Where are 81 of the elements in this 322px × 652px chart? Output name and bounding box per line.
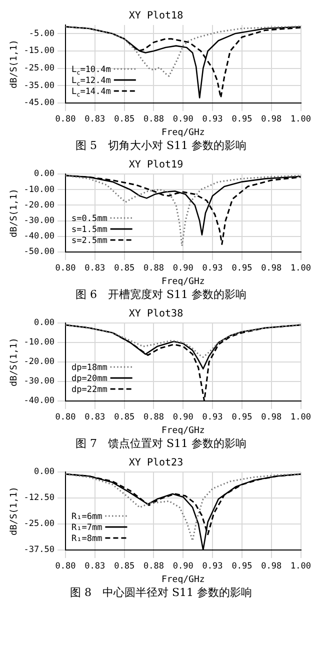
y-tick-label: -45.00 xyxy=(24,98,55,108)
x-tick-label: 0.98 xyxy=(261,412,282,422)
x-tick-label: 0.98 xyxy=(261,561,282,572)
x-tick-label: 0.90 xyxy=(172,263,194,274)
x-tick-label: 0.80 xyxy=(55,114,76,124)
chart-title: XY Plot19 xyxy=(128,160,184,171)
chart-title: XY Plot23 xyxy=(128,458,184,469)
x-tick-label: 0.93 xyxy=(202,412,223,422)
legend-label: dp=20mm xyxy=(72,374,108,384)
x-tick-label: 0.95 xyxy=(232,412,252,422)
x-tick-label: 0.83 xyxy=(84,561,106,572)
y-axis-title: dB/S(1,1) xyxy=(10,40,20,88)
y-tick-label: -10.00 xyxy=(24,184,55,195)
x-tick-label: 0.85 xyxy=(114,263,135,274)
legend-label: R₁=6mm xyxy=(72,512,102,522)
legend-label: dp=18mm xyxy=(72,363,108,373)
legend-label: s=1.5mm xyxy=(72,225,108,235)
y-tick-label: -35.00 xyxy=(24,80,55,91)
y-tick-label: 0.00 xyxy=(34,318,55,328)
x-tick-label: 0.95 xyxy=(232,114,252,124)
y-axis-title: dB/S(1,1) xyxy=(10,486,20,536)
x-tick-label: 0.90 xyxy=(172,561,194,572)
y-tick-label: -5.00 xyxy=(28,28,55,39)
x-tick-label: 0.80 xyxy=(55,412,76,422)
y-tick-label: -20.00 xyxy=(24,357,55,368)
y-tick-label: -15.00 xyxy=(24,46,55,56)
x-tick-label: 0.85 xyxy=(114,114,135,124)
chart-title: XY Plot38 xyxy=(128,308,184,320)
y-tick-label: -50.00 xyxy=(24,247,55,258)
x-tick-label: 0.95 xyxy=(232,263,252,274)
y-tick-label: 0.00 xyxy=(34,169,55,180)
x-tick-label: 0.80 xyxy=(55,561,76,572)
x-tick-label: 0.93 xyxy=(202,561,223,572)
x-tick-label: 0.83 xyxy=(84,263,106,274)
y-tick-label: 0.00 xyxy=(34,467,55,478)
x-tick-label: 0.93 xyxy=(202,114,223,124)
x-tick-label: 0.85 xyxy=(114,561,135,572)
y-tick-label: -30.00 xyxy=(24,376,55,387)
y-tick-label: -40.00 xyxy=(24,232,55,242)
caption: 图 6 开槽宽度对 S11 参数的影响 xyxy=(74,287,248,302)
y-tick-label: -25.00 xyxy=(24,64,55,74)
x-tick-label: 1.00 xyxy=(290,561,312,572)
x-tick-label: 0.88 xyxy=(143,561,164,572)
x-tick-label: 0.83 xyxy=(84,412,106,422)
x-tick-label: 0.93 xyxy=(202,263,223,274)
x-axis-title: Freq/GHz xyxy=(161,276,205,287)
y-tick-label: -20.00 xyxy=(24,200,55,210)
y-tick-label: -37.50 xyxy=(24,545,55,556)
y-tick-label: -12.50 xyxy=(24,493,55,504)
x-tick-label: 0.85 xyxy=(114,412,135,422)
legend-label: s=2.5mm xyxy=(72,236,108,246)
x-tick-label: 1.00 xyxy=(290,263,312,274)
x-tick-label: 0.95 xyxy=(232,561,252,572)
x-tick-label: 0.88 xyxy=(143,114,164,124)
x-tick-label: 0.83 xyxy=(84,114,106,124)
legend-label: R₁=8mm xyxy=(72,534,102,544)
chart-title: XY Plot18 xyxy=(128,10,184,22)
y-tick-label: -25.00 xyxy=(24,519,55,530)
x-axis-title: Freq/GHz xyxy=(161,574,205,585)
caption: 图 8 中心圆半径对 S11 参数的影响 xyxy=(68,585,254,600)
y-tick-label: -10.00 xyxy=(24,338,55,348)
x-axis-title: Freq/GHz xyxy=(161,128,205,138)
x-tick-label: 0.80 xyxy=(55,263,76,274)
y-axis-title: dB/S(1,1) xyxy=(10,188,20,238)
legend-label: R₁=7mm xyxy=(72,523,102,533)
caption: 图 5 切角大小对 S11 参数的影响 xyxy=(74,138,248,153)
x-tick-label: 0.90 xyxy=(172,412,194,422)
x-tick-label: 0.90 xyxy=(172,114,194,124)
y-tick-label: -30.00 xyxy=(24,216,55,226)
y-tick-label: -40.00 xyxy=(24,396,55,406)
x-tick-label: 0.88 xyxy=(143,263,164,274)
caption: 图 7 馈点位置对 S11 参数的影响 xyxy=(74,436,248,451)
x-tick-label: 1.00 xyxy=(290,412,312,422)
legend-label: s=0.5mm xyxy=(72,214,108,224)
x-tick-label: 0.88 xyxy=(143,412,164,422)
y-axis-title: dB/S(1,1) xyxy=(10,338,20,386)
x-tick-label: 0.98 xyxy=(261,263,282,274)
x-tick-label: 1.00 xyxy=(290,114,312,124)
x-axis-title: Freq/GHz xyxy=(161,426,205,436)
x-tick-label: 0.98 xyxy=(261,114,282,124)
legend-label: dp=22mm xyxy=(72,385,108,395)
